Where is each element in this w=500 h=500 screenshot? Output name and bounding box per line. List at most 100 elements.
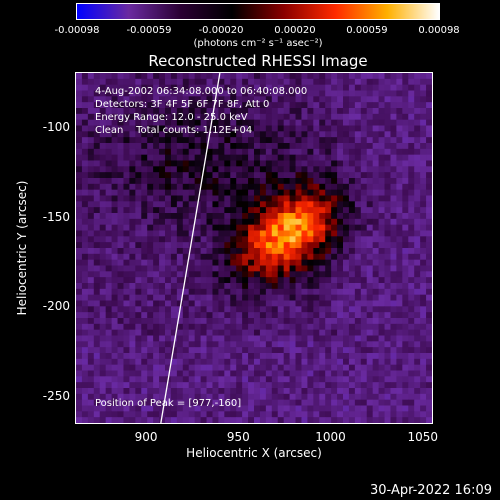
heatmap-cell [218, 353, 225, 360]
heatmap-cell [230, 119, 237, 126]
heatmap-cell [248, 399, 255, 406]
heatmap-cell [348, 376, 356, 383]
heatmap-cell [372, 96, 379, 103]
heatmap-cell [277, 183, 285, 191]
heatmap-cell [366, 207, 374, 214]
heatmap-cell [242, 329, 249, 336]
heatmap-cell [343, 131, 350, 138]
heatmap-cell [313, 148, 320, 156]
heatmap-cell [111, 236, 118, 243]
heatmap-cell [378, 382, 385, 389]
heatmap-cell [105, 306, 112, 313]
heatmap-cell [218, 376, 225, 383]
heatmap-cell [76, 213, 83, 220]
heatmap-cell [360, 148, 368, 156]
heatmap-cell [105, 119, 112, 126]
heatmap-cell [147, 73, 154, 80]
heatmap-cell [420, 73, 427, 80]
heatmap-cell [141, 277, 148, 284]
heatmap-cell [200, 195, 207, 202]
heatmap-cell [117, 113, 124, 121]
heatmap-cell [141, 230, 148, 237]
heatmap-cell [236, 347, 243, 354]
heatmap-cell [117, 73, 124, 80]
heatmap-cell [402, 277, 409, 284]
heatmap-cell [307, 318, 314, 325]
heatmap-cell [426, 178, 432, 185]
heatmap-cell [87, 405, 95, 412]
heatmap-cell [277, 364, 285, 371]
heatmap-cell [254, 119, 261, 126]
heatmap-cell [289, 370, 296, 377]
heatmap-cell [111, 143, 118, 150]
heatmap-cell [170, 347, 178, 354]
heatmap-cell [182, 183, 190, 191]
heatmap-cell [283, 306, 290, 313]
heatmap-cell [366, 189, 374, 196]
heatmap-cell [259, 73, 267, 80]
heatmap-cell [111, 102, 118, 109]
heatmap-cell [212, 242, 219, 249]
heatmap-cell [224, 154, 231, 161]
heatmap-cell [372, 271, 379, 278]
heatmap-cell [384, 78, 391, 86]
heatmap-cell [271, 376, 279, 383]
heatmap-cell [248, 294, 255, 301]
heatmap-cell [402, 230, 409, 237]
heatmap-cell [354, 195, 362, 202]
heatmap-cell [301, 113, 308, 121]
heatmap-cell [141, 166, 148, 173]
heatmap-cell [93, 201, 101, 208]
heatmap-cell [254, 131, 261, 138]
heatmap-cell [271, 242, 279, 249]
heatmap-cell [390, 259, 397, 266]
heatmap-cell [200, 143, 207, 150]
heatmap-cell [153, 84, 160, 91]
heatmap-cell [254, 84, 261, 91]
heatmap-cell [426, 248, 432, 255]
heatmap-cell [153, 154, 160, 161]
heatmap-cell [105, 388, 112, 395]
heatmap-cell [117, 382, 124, 389]
heatmap-cell [188, 405, 196, 412]
heatmap-cell [224, 207, 231, 214]
heatmap-cell [348, 78, 356, 86]
heatmap-cell [378, 335, 385, 342]
heatmap-cell [259, 411, 267, 418]
heatmap-cell [307, 248, 314, 255]
heatmap-cell [426, 84, 432, 91]
heatmap-cell [248, 277, 255, 284]
heatmap-cell [248, 300, 255, 307]
heatmap-cell [111, 183, 118, 191]
heatmap-cell [343, 224, 350, 231]
heatmap-cell [111, 265, 118, 272]
heatmap-cell [206, 230, 213, 237]
heatmap-cell [76, 172, 83, 179]
heatmap-cell [408, 370, 415, 377]
heatmap-cell [159, 277, 166, 284]
heatmap-cell [271, 160, 279, 167]
heatmap-cell [111, 347, 118, 354]
heatmap-cell [259, 166, 267, 173]
heatmap-cell [99, 411, 107, 418]
heatmap-cell [170, 236, 178, 243]
heatmap-cell [331, 259, 338, 266]
heatmap-cell [366, 353, 374, 360]
heatmap-cell [283, 178, 290, 185]
heatmap-cell [76, 353, 83, 360]
heatmap-cell [414, 271, 421, 278]
heatmap-cell [402, 213, 409, 220]
heatmap-cell [105, 382, 112, 389]
heatmap-cell [366, 143, 374, 150]
heatmap-cell [325, 265, 332, 272]
heatmap-cell [331, 294, 338, 301]
heatmap-cell [372, 166, 379, 173]
heatmap-cell [147, 288, 154, 296]
heatmap-cell [289, 195, 296, 202]
heatmap-cell [366, 201, 374, 208]
heatmap-cell [248, 417, 255, 423]
heatmap-cell [111, 411, 118, 418]
heatmap-cell [76, 201, 83, 208]
heatmap-cell [426, 207, 432, 214]
heatmap-cell [384, 230, 391, 237]
